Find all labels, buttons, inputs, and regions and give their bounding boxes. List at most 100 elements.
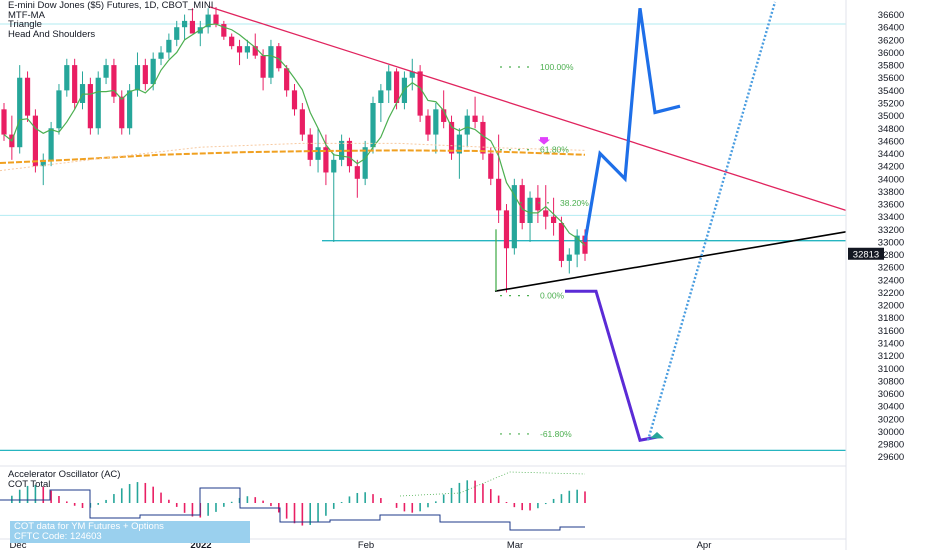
price-tick-label: 32000 [878, 301, 904, 312]
price-tick-label: 34000 [878, 174, 904, 185]
price-tick-label: 35400 [878, 86, 904, 97]
forecast-bullish-path [583, 8, 681, 243]
candle-body [346, 140, 353, 167]
candle-body [315, 147, 321, 160]
price-tick-label: 32200 [878, 288, 904, 299]
candle-body [480, 121, 486, 154]
candle-body [32, 115, 39, 167]
last-price-label: 32813 [853, 249, 879, 260]
price-tick-label: 31200 [878, 351, 904, 362]
price-tick-label: 31000 [878, 364, 904, 375]
price-tick-label: 29800 [878, 440, 904, 451]
candle-body [535, 197, 541, 211]
indicator-cot-total[interactable]: COT Total [8, 478, 51, 490]
time-tick-label: Mar [507, 540, 523, 550]
price-tick-label: 30200 [878, 414, 904, 425]
price-tick-label: 29600 [878, 452, 904, 463]
candle-body [331, 159, 337, 173]
candle-body [87, 84, 93, 129]
last-price-tag [848, 247, 884, 260]
candle-body [472, 115, 478, 122]
cot-secondary-line [399, 471, 586, 497]
fib-level-label: 0.00% [540, 291, 565, 301]
candle-body [370, 103, 376, 148]
indicator-head-and-shoulders[interactable]: Head And Shoulders [8, 28, 96, 40]
candle-body [456, 134, 462, 154]
price-tick-label: 32600 [878, 263, 904, 274]
candle-body [127, 90, 133, 129]
candle-body [24, 77, 31, 116]
candle-body [284, 68, 290, 91]
indicator-mtf-ma[interactable]: MTF-MA [8, 9, 45, 21]
cot-total-line [0, 487, 585, 531]
candle-body [511, 185, 517, 249]
buy-arrow-icon [650, 432, 664, 439]
candle-body [433, 109, 439, 135]
candle-body [393, 71, 400, 103]
candle-body [425, 115, 431, 135]
indicator-accelerator-oscillator[interactable]: Accelerator Oscillator (AC) [8, 469, 121, 480]
time-tick-label: Dec [10, 540, 27, 550]
candle-body [291, 90, 298, 110]
candle-body [503, 210, 510, 249]
price-tick-label: 33800 [878, 187, 904, 198]
candle-body [464, 115, 470, 135]
candle-body [488, 153, 494, 179]
candle-body [142, 65, 148, 85]
ma-green-line [3, 23, 586, 247]
price-tick-label: 33000 [878, 237, 904, 248]
sell-arrow-stem [540, 137, 548, 142]
candle-body [229, 36, 235, 47]
price-tick-label: 34800 [878, 124, 904, 135]
chart-legend: E-mini Dow Jones ($5) Futures, 1D, CBOT_… [8, 1, 213, 39]
price-tick-label: 36600 [878, 10, 904, 21]
price-tick-label: 35600 [878, 73, 904, 84]
candle-body [354, 166, 360, 179]
candle-body [378, 90, 384, 103]
candle-body [448, 121, 455, 154]
candle-body [213, 14, 219, 25]
indicator-triangle[interactable]: Triangle [8, 19, 42, 30]
candle-body [574, 235, 580, 255]
price-tick-label: 30800 [878, 376, 904, 387]
price-tick-label: 36200 [878, 35, 904, 46]
candle-body [550, 216, 557, 223]
time-tick-label: Apr [697, 540, 712, 550]
price-tick-label: 30600 [878, 389, 904, 400]
price-tick-label: 33200 [878, 225, 904, 236]
price-tick-label: 35000 [878, 111, 904, 122]
candle-body [566, 254, 572, 261]
candle-body [409, 71, 415, 78]
time-tick-label: Feb [358, 540, 374, 550]
candle-body [158, 52, 164, 59]
fib-level-label: 61.80% [540, 145, 569, 155]
candle-body [558, 223, 565, 261]
candle-body [150, 58, 156, 85]
candle-body [323, 147, 329, 173]
symbol-title[interactable]: E-mini Dow Jones ($5) Futures, 1D, CBOT_… [8, 0, 214, 11]
ma-orange-line [0, 149, 586, 164]
price-tick-label: 34200 [878, 162, 904, 173]
price-tick-label: 30400 [878, 402, 904, 413]
price-tick-label: 34400 [878, 149, 904, 160]
candle-body [72, 65, 78, 103]
drawings [0, 1, 847, 442]
candle-body [386, 71, 392, 91]
fib-level-label: -61.80% [540, 429, 572, 439]
candle-body [1, 109, 7, 135]
candle-body [299, 109, 305, 135]
candle-body [56, 90, 62, 129]
price-tick-label: 31800 [878, 313, 904, 324]
candle-body [543, 210, 549, 217]
candle-body [134, 65, 141, 91]
price-tick-label: 30000 [878, 427, 904, 438]
candle-body [79, 84, 86, 103]
candle-body [417, 71, 423, 116]
candle-body [276, 46, 282, 69]
fib-level-label: 100.00% [540, 62, 574, 72]
price-tick-label: 31400 [878, 339, 904, 350]
ma-light-line [0, 142, 586, 172]
cot-info-line-2: CFTC Code: 124603 [14, 531, 102, 542]
price-axis-bg [846, 0, 932, 550]
